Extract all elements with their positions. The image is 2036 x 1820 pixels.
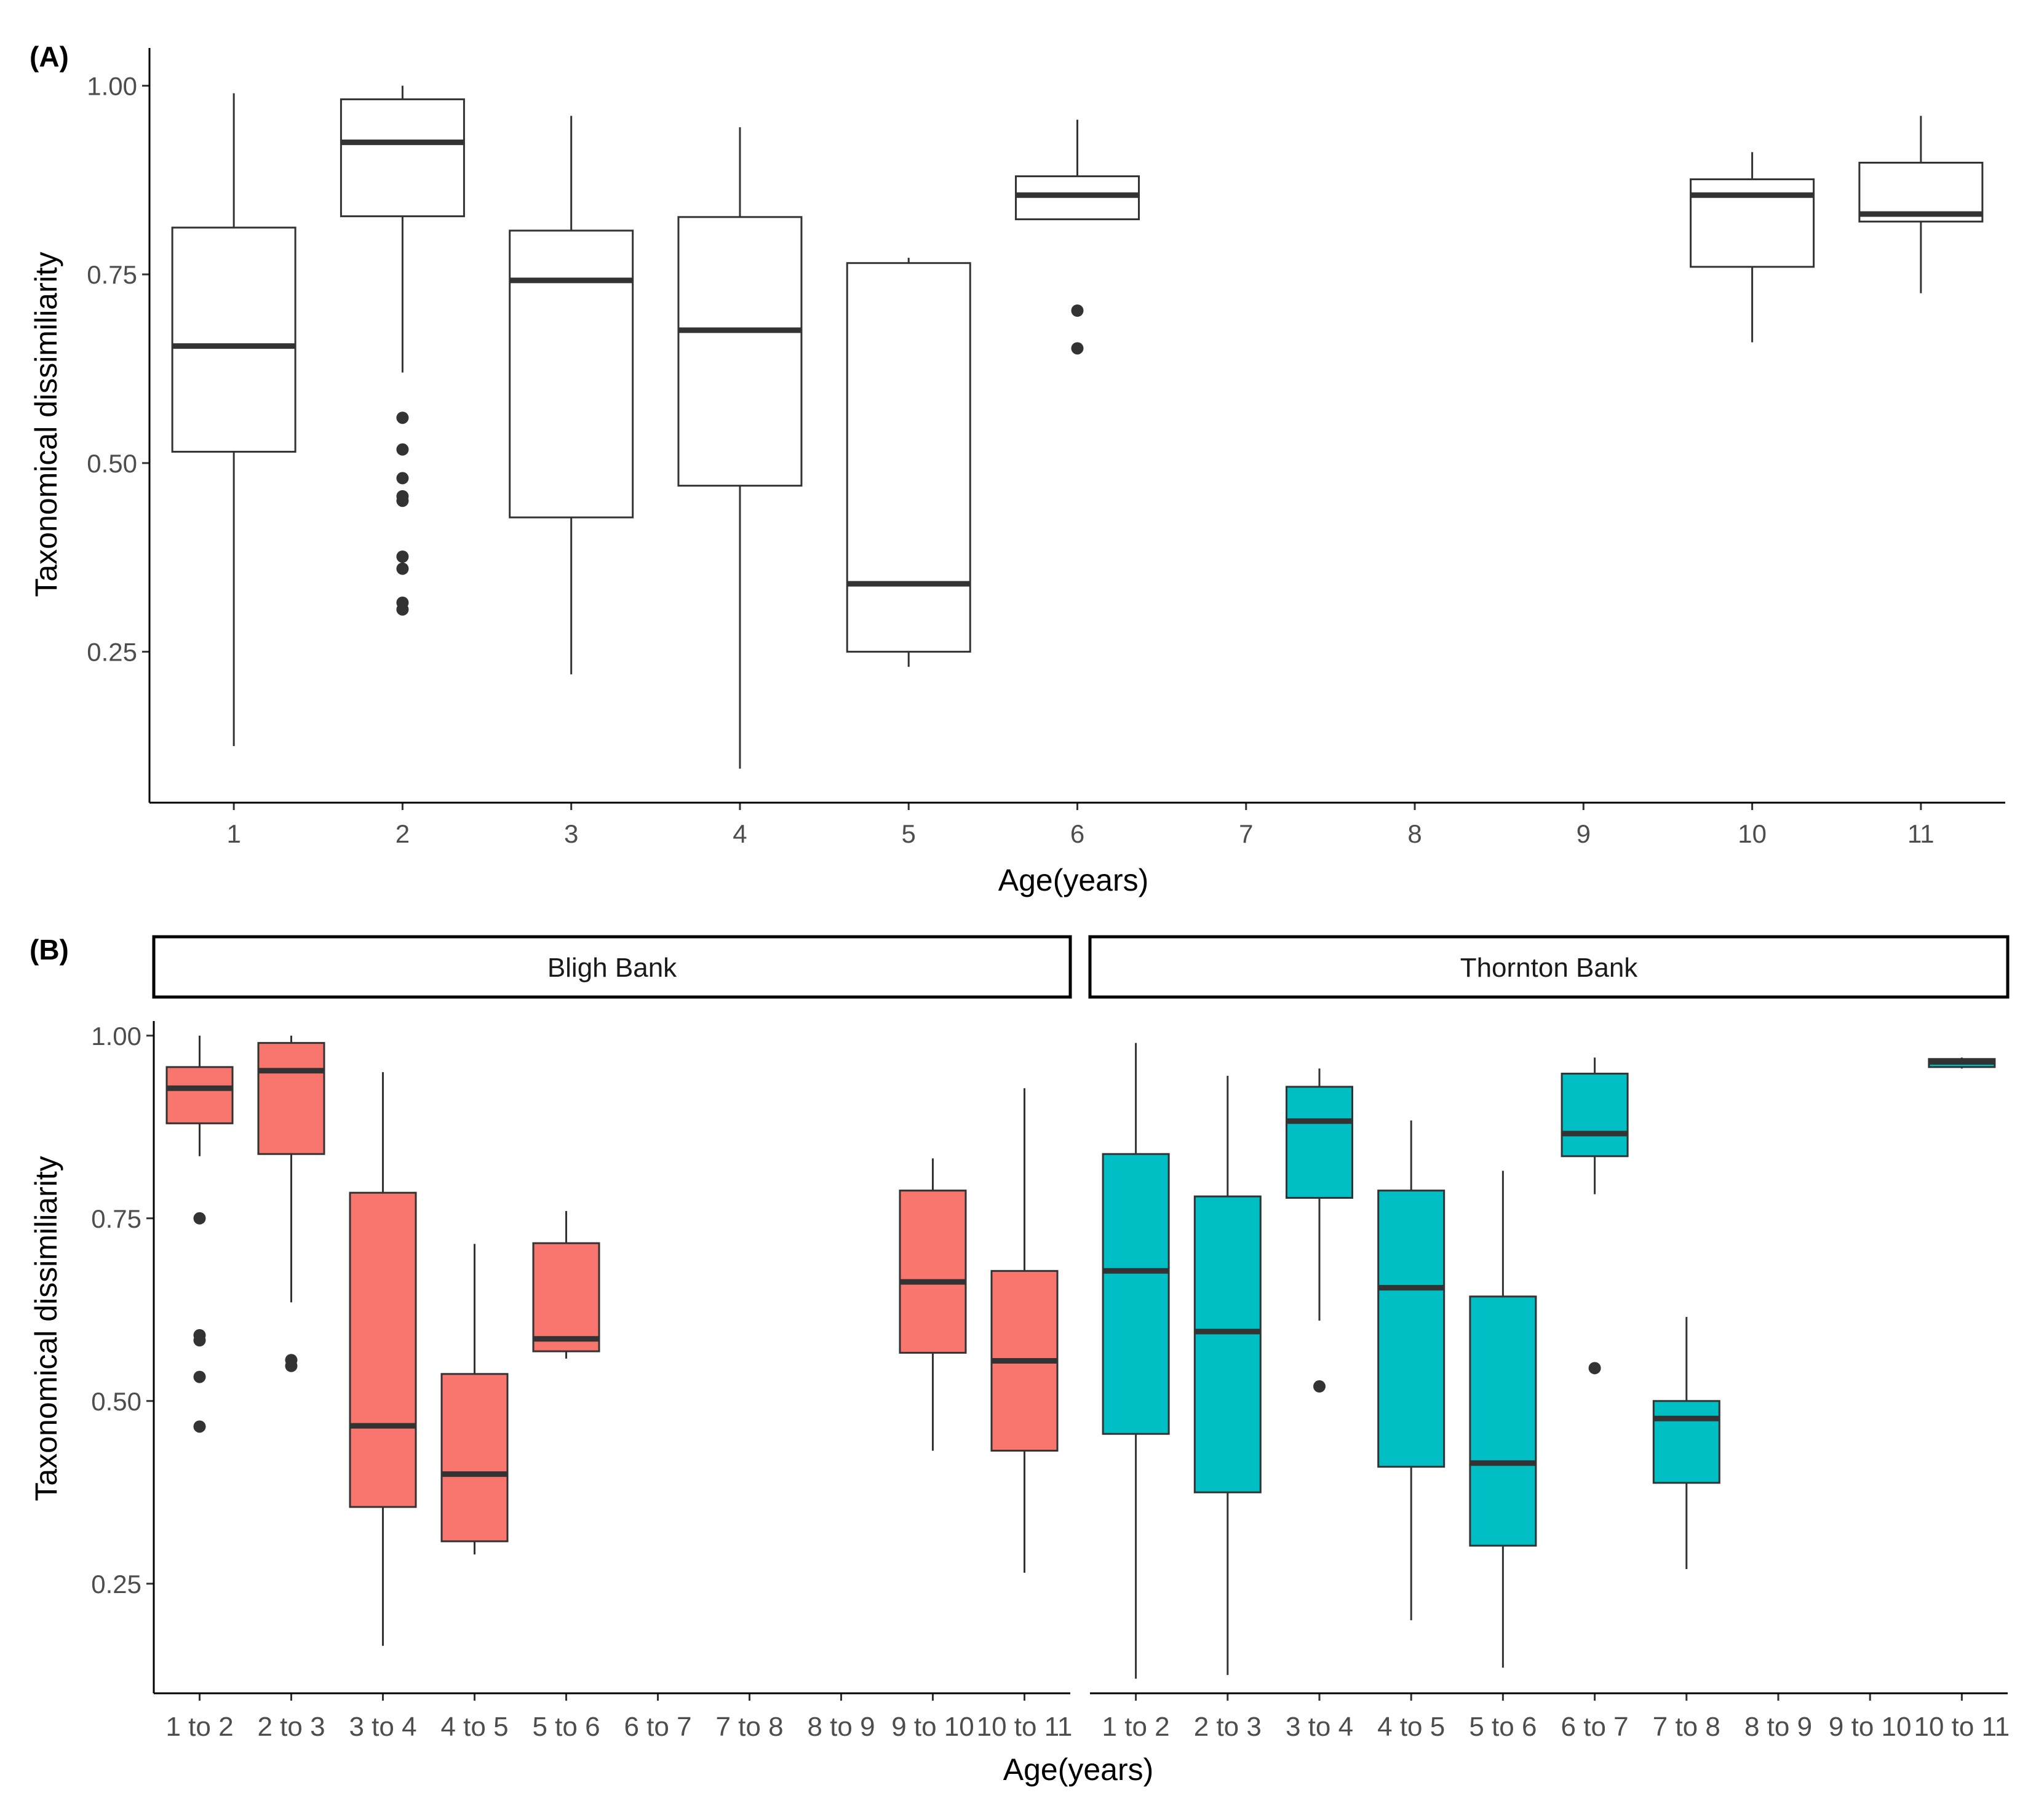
thornton-bank-box-3-to-4-iqr: [1286, 1086, 1353, 1199]
panel-a-box-3-iqr: [509, 229, 634, 519]
panel-a-x-tick-label-5: 5: [902, 819, 916, 848]
bligh-bank-x-tick-label-2-to-3: 2 to 3: [257, 1712, 325, 1742]
panel-a-y-tick-label-0-50: 0.50: [87, 449, 137, 478]
thornton-bank-x-tick-label-2-to-3: 2 to 3: [1194, 1712, 1262, 1742]
bligh-bank-y-tick-label-1-00: 1.00: [91, 1022, 141, 1051]
facet-plot-bligh-bank: 0.25 0.50 0.75 1.00 1 to 2 2 to 3 3 to 4 4 to 5…: [91, 1022, 1072, 1742]
thornton-bank-x-tick-label-9-to-10: 9 to 10: [1829, 1712, 1912, 1742]
bligh-bank-box-2-to-3-iqr: [257, 1042, 325, 1155]
panel-a-y-tick-label-0-75: 0.75: [87, 260, 137, 289]
thornton-bank-x-tick-label-4-to-5: 4 to 5: [1377, 1712, 1445, 1742]
panel-a-box-1-iqr: [171, 226, 296, 453]
thornton-bank-box-3-to-4-outlier-0: [1313, 1380, 1326, 1393]
panel-a-box-2-iqr: [340, 98, 465, 218]
thornton-bank-box-7-to-8-iqr: [1652, 1400, 1720, 1484]
panel-a-y-tick-label-0-25: 0.25: [87, 638, 137, 667]
bligh-bank-box-4-to-5-iqr: [440, 1373, 509, 1543]
panel-a-box-4-iqr: [677, 216, 803, 487]
thornton-bank-x-tick-label-7-to-8: 7 to 8: [1653, 1712, 1720, 1742]
panel-a-x-tick-label-8: 8: [1407, 819, 1422, 848]
facet-strip-bligh-bank: [152, 935, 1072, 999]
panel-b-label: (B): [30, 934, 69, 966]
thornton-bank-x-tick-label-3-to-4: 3 to 4: [1286, 1712, 1353, 1742]
panel-a-box-5-iqr: [846, 262, 971, 653]
thornton-bank-box-2-to-3-iqr: [1193, 1195, 1262, 1493]
thornton-bank-box-6-to-7-outlier-0: [1588, 1362, 1601, 1375]
bligh-bank-y-tick-label-0-75: 0.75: [91, 1204, 141, 1233]
panel-b-y-axis-title: Taxonomical dissimiliarity: [29, 1156, 63, 1501]
panel-a-label: (A): [30, 41, 69, 73]
panel-a-box-2-outlier-2: [396, 472, 409, 485]
facet-title-thornton-bank: Thornton Bank: [1460, 953, 1639, 983]
panel-a-x-tick-label-2: 2: [396, 819, 410, 848]
bligh-bank-box-1-to-2-outlier-4: [193, 1420, 206, 1433]
bligh-bank-box-1-to-2-outlier-0: [193, 1212, 206, 1225]
panel-a-x-tick-label-6: 6: [1070, 819, 1084, 848]
bligh-bank-x-tick-label-10-to-11: 10 to 11: [977, 1712, 1073, 1742]
facet-title-bligh-bank: Bligh Bank: [547, 953, 677, 983]
facet-strip-thornton-bank: [1088, 935, 2010, 999]
bligh-bank-box-1-to-2-outlier-2: [193, 1334, 206, 1347]
bligh-bank-x-tick-label-7-to-8: 7 to 8: [715, 1712, 783, 1742]
bligh-bank-y-tick-label-0-50: 0.50: [91, 1387, 141, 1416]
bligh-bank-x-tick-label-5-to-6: 5 to 6: [532, 1712, 600, 1742]
thornton-bank-x-tick-label-10-to-11: 10 to 11: [1914, 1712, 2010, 1742]
bligh-bank-x-tick-label-3-to-4: 3 to 4: [349, 1712, 416, 1742]
thornton-bank-box-6-to-7-iqr: [1561, 1073, 1629, 1158]
bligh-bank-x-tick-label-6-to-7: 6 to 7: [624, 1712, 691, 1742]
panel-a-box-2-outlier-8: [396, 603, 409, 616]
facet-plot-thornton-bank: 1 to 2 2 to 3 3 to 4 4 to 5 5 to 6 6 to 7 7 to…: [1102, 1043, 2010, 1742]
panel-a-x-tick-label-9: 9: [1577, 819, 1591, 848]
thornton-bank-box-4-to-5-iqr: [1377, 1190, 1445, 1468]
thornton-bank-x-tick-label-1-to-2: 1 to 2: [1102, 1712, 1170, 1742]
panel-a-x-tick-label-11: 11: [1907, 819, 1935, 848]
panel-a-box-6-outlier-0: [1071, 304, 1084, 317]
panel-a-box-2-outlier-5: [396, 550, 409, 563]
panel-a-y-axis-title: Taxonomical dissimiliarity: [29, 252, 63, 597]
panel-a-x-tick-label-3: 3: [564, 819, 578, 848]
panel-b: (B) Bligh Bank Thornton Bank 0.25 0.50 0.7…: [29, 934, 2010, 1787]
panel-a-box-6-outlier-1: [1071, 342, 1084, 355]
panel-a-box-2-outlier-6: [396, 562, 409, 575]
panel-b-x-axis-title: Age(years): [1003, 1752, 1154, 1787]
bligh-bank-x-tick-label-8-to-9: 8 to 9: [807, 1712, 875, 1742]
bligh-bank-box-2-to-3-outlier-1: [285, 1359, 298, 1372]
thornton-bank-x-tick-label-5-to-6: 5 to 6: [1469, 1712, 1537, 1742]
panel-a-x-axis-title: Age(years): [998, 863, 1149, 897]
thornton-bank-box-5-to-6-iqr: [1469, 1295, 1537, 1547]
thornton-bank-box-1-to-2-iqr: [1102, 1153, 1170, 1435]
bligh-bank-x-tick-label-4-to-5: 4 to 5: [440, 1712, 508, 1742]
bligh-bank-box-3-to-4-iqr: [349, 1191, 417, 1508]
bligh-bank-x-tick-label-1-to-2: 1 to 2: [165, 1712, 233, 1742]
bligh-bank-box-1-to-2-iqr: [165, 1066, 234, 1124]
bligh-bank-x-tick-label-9-to-10: 9 to 10: [891, 1712, 974, 1742]
panel-a-plot-area: 0.25 0.50 0.75 1.00 1 2 3 4 5 6 7 8 9 10 11: [87, 71, 1984, 848]
bligh-bank-box-9-to-10-iqr: [899, 1190, 967, 1354]
panel-a-x-tick-label-7: 7: [1239, 819, 1253, 848]
panel-a-x-tick-label-1: 1: [226, 819, 241, 848]
bligh-bank-box-5-to-6-iqr: [532, 1242, 600, 1353]
panel-a-y-tick-label-1-00: 1.00: [87, 71, 137, 100]
panel-a-box-2-outlier-0: [396, 411, 409, 424]
panel-a-x-tick-label-4: 4: [733, 819, 747, 848]
thornton-bank-x-tick-label-8-to-9: 8 to 9: [1744, 1712, 1812, 1742]
thornton-bank-x-tick-label-6-to-7: 6 to 7: [1561, 1712, 1629, 1742]
bligh-bank-box-1-to-2-outlier-3: [193, 1370, 206, 1383]
panel-a-x-tick-label-10: 10: [1738, 819, 1767, 848]
bligh-bank-y-tick-label-0-25: 0.25: [91, 1570, 141, 1599]
panel-a: (A) 0.25 0.50 0.75 1.00 1 2 3 4 5 6 7 8 9 10 11 Age(ye…: [29, 41, 2005, 897]
panel-a-box-2-outlier-4: [396, 495, 409, 507]
panel-a-box-2-outlier-1: [396, 443, 409, 456]
